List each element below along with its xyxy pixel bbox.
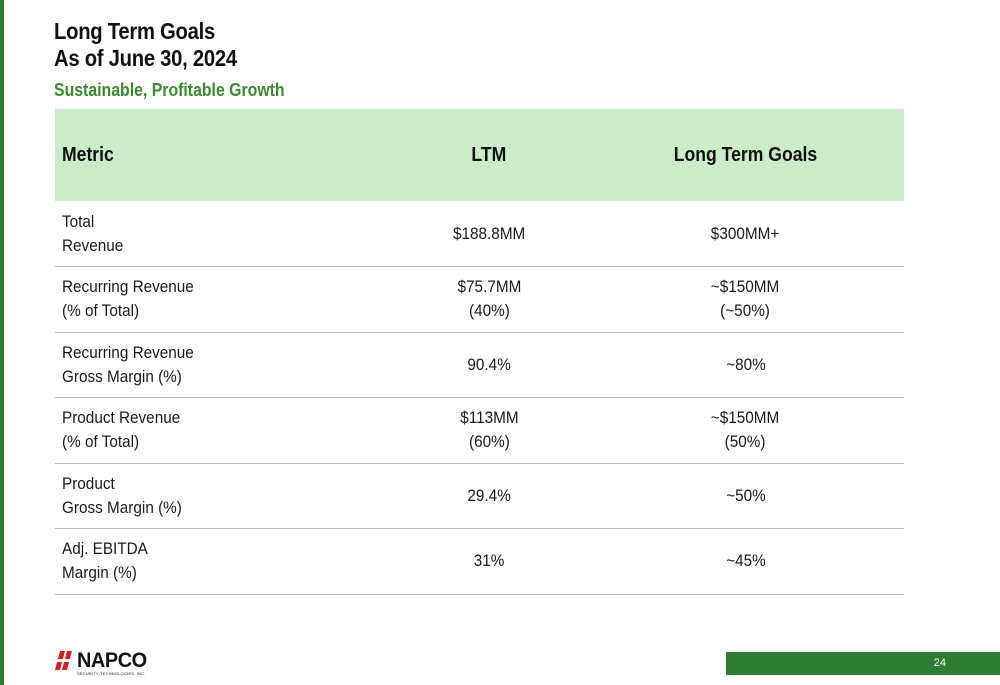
metric-cell-text: Recurring Revenue: [62, 342, 194, 362]
goal-cell-text: ~$150MM: [711, 408, 780, 428]
table-row: Product Gross Margin (%) 29.4% ~50%: [55, 463, 904, 529]
table-row: Adj. EBITDA Margin (%) 31% ~45%: [55, 529, 904, 595]
ltm-cell: $113MM (60%): [391, 398, 587, 464]
ltm-cell: $188.8MM: [391, 201, 587, 267]
column-header-long-term-goals: Long Term Goals: [673, 143, 818, 166]
goal-cell-text: (~50%): [720, 301, 771, 321]
table-body: Total Revenue $188.8MM $300MM+ Recurring Rev…: [55, 201, 904, 594]
ltm-cell: 31%: [391, 529, 587, 595]
goal-cell-text: (50%): [725, 432, 766, 452]
goal-cell: ~45%: [587, 529, 904, 595]
ltm-cell-text: 90.4%: [467, 354, 511, 374]
metric-cell-text: Adj. EBITDA: [62, 539, 148, 559]
table-row: Total Revenue $188.8MM $300MM+: [55, 201, 904, 267]
ltm-cell-text: $188.8MM: [452, 223, 526, 243]
metric-cell-text: Gross Margin (%): [62, 366, 182, 386]
metric-cell: Recurring Revenue (% of Total): [55, 267, 391, 333]
metric-cell-text: Total: [62, 211, 95, 231]
ltm-cell-text: $75.7MM: [457, 277, 521, 297]
ltm-cell: $75.7MM (40%): [391, 267, 587, 333]
goal-cell-text: $300MM+: [711, 223, 780, 243]
metric-cell: Recurring Revenue Gross Margin (%): [55, 332, 391, 398]
page-subtitle: Sustainable, Profitable Growth: [54, 80, 285, 100]
ltm-cell-text: 31%: [473, 551, 505, 571]
column-header-metric: Metric: [62, 143, 114, 166]
ltm-cell-text: $113MM: [459, 408, 519, 428]
metric-cell-text: Gross Margin (%): [62, 497, 182, 517]
ltm-cell-text: (40%): [468, 301, 510, 321]
metric-cell: Total Revenue: [55, 201, 391, 267]
table-row: Recurring Revenue (% of Total) $75.7MM (40%…: [55, 267, 904, 333]
metric-cell-text: Product: [62, 473, 115, 493]
goal-cell: ~$150MM (~50%): [587, 267, 904, 333]
metric-cell: Product Revenue (% of Total): [55, 398, 391, 464]
metric-cell: Adj. EBITDA Margin (%): [55, 529, 391, 595]
logo-wordmark: NAPCO: [77, 649, 147, 672]
napco-logo: NAPCO SECURITY TECHNOLOGIES, INC.: [55, 649, 150, 676]
column-header-ltm: LTM: [471, 143, 507, 166]
table-row: Recurring Revenue Gross Margin (%) 90.4% ~8…: [55, 332, 904, 398]
ltm-cell-text: (60%): [468, 432, 510, 452]
goals-table: Metric LTM Long Term Goals Total Revenue $…: [55, 109, 904, 595]
metric-cell: Product Gross Margin (%): [55, 463, 391, 529]
ltm-cell: 29.4%: [391, 463, 587, 529]
page-title-line-2: As of June 30, 2024: [54, 45, 237, 71]
napco-logo-mark-icon: [55, 651, 75, 670]
page-number: 24: [933, 657, 946, 669]
table-row: Product Revenue (% of Total) $113MM (60%) ~$…: [55, 398, 904, 464]
metric-cell-text: Margin (%): [62, 563, 137, 583]
goal-cell: ~50%: [587, 463, 904, 529]
metric-cell-text: Revenue: [62, 235, 124, 255]
ltm-cell-text: 29.4%: [467, 485, 511, 505]
left-accent-bar: [0, 0, 4, 685]
goal-cell: ~80%: [587, 332, 904, 398]
goal-cell-text: ~50%: [725, 485, 766, 505]
goal-cell-text: ~$150MM: [711, 277, 780, 297]
metric-cell-text: Product Revenue: [62, 408, 181, 428]
metric-cell-text: Recurring Revenue: [62, 277, 194, 297]
goal-cell: ~$150MM (50%): [587, 398, 904, 464]
metric-cell-text: (% of Total): [62, 432, 140, 452]
footer-bar: 24: [726, 652, 1000, 675]
goal-cell-text: ~80%: [725, 354, 766, 374]
logo-tagline: SECURITY TECHNOLOGIES, INC.: [77, 671, 146, 676]
page-title-line-1: Long Term Goals: [54, 18, 215, 44]
metric-cell-text: (% of Total): [62, 301, 140, 321]
goal-cell: $300MM+: [587, 201, 904, 267]
goal-cell-text: ~45%: [725, 551, 766, 571]
ltm-cell: 90.4%: [391, 332, 587, 398]
table-header-row: Metric LTM Long Term Goals: [55, 109, 904, 201]
